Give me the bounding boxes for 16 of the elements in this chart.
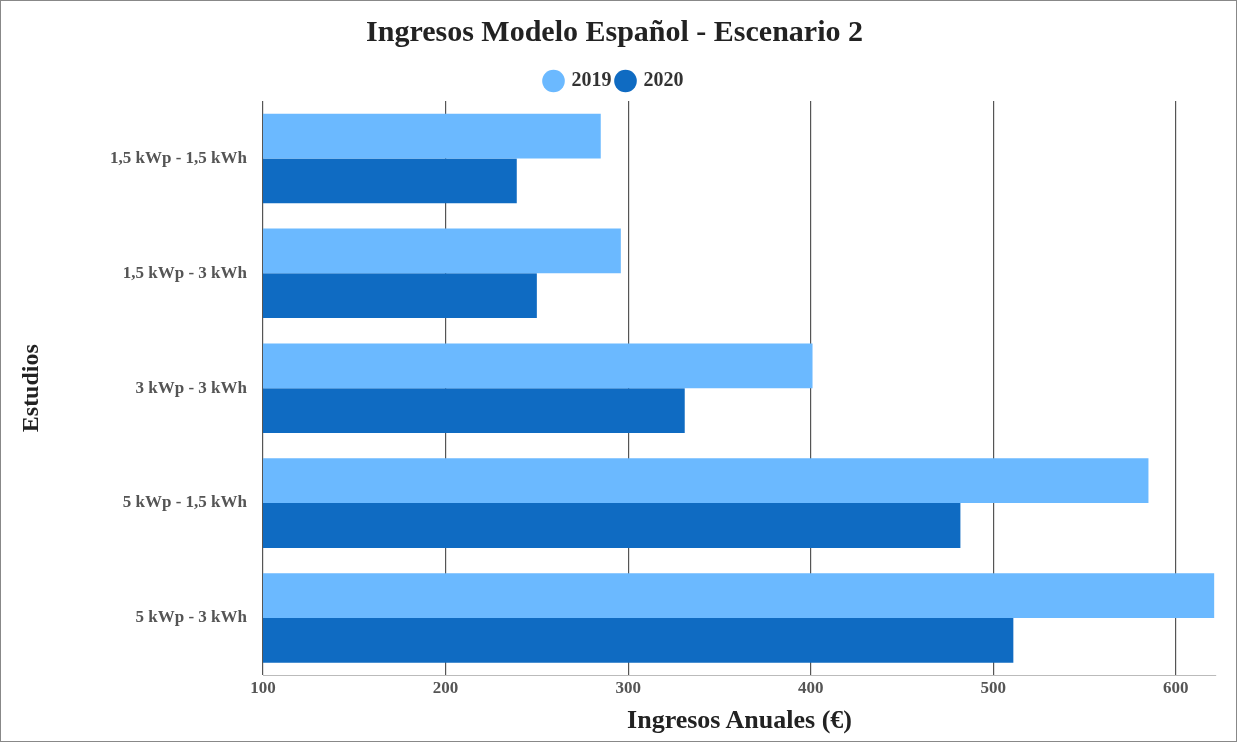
x-tick-label: 400 (797, 677, 824, 697)
legend-label: 2019 (571, 68, 612, 91)
x-tick-label: 300 (615, 677, 641, 697)
y-tick-label: 1,5 kWp - 3 kWh (122, 262, 248, 282)
x-tick-label: 600 (1163, 677, 1189, 697)
x-tick-label: 100 (250, 677, 276, 697)
y-tick-label: 1,5 kWp - 1,5 kWh (110, 147, 248, 167)
y-tick-label: 5 kWp - 3 kWh (135, 607, 248, 627)
y-tick-label: 5 kWp - 1,5 kWh (122, 492, 248, 512)
x-tick-label: 500 (980, 677, 1007, 697)
y-tick-label: 3 kWp - 3 kWh (135, 377, 248, 397)
y-axis-title: Estudios (16, 344, 43, 433)
chart-title: Ingresos Modelo Español - Escenario 2 (366, 13, 863, 47)
x-tick-label: 200 (432, 677, 459, 697)
legend-label: 2020 (643, 68, 684, 91)
x-axis-title: Ingresos Anuales (€) (627, 705, 852, 735)
